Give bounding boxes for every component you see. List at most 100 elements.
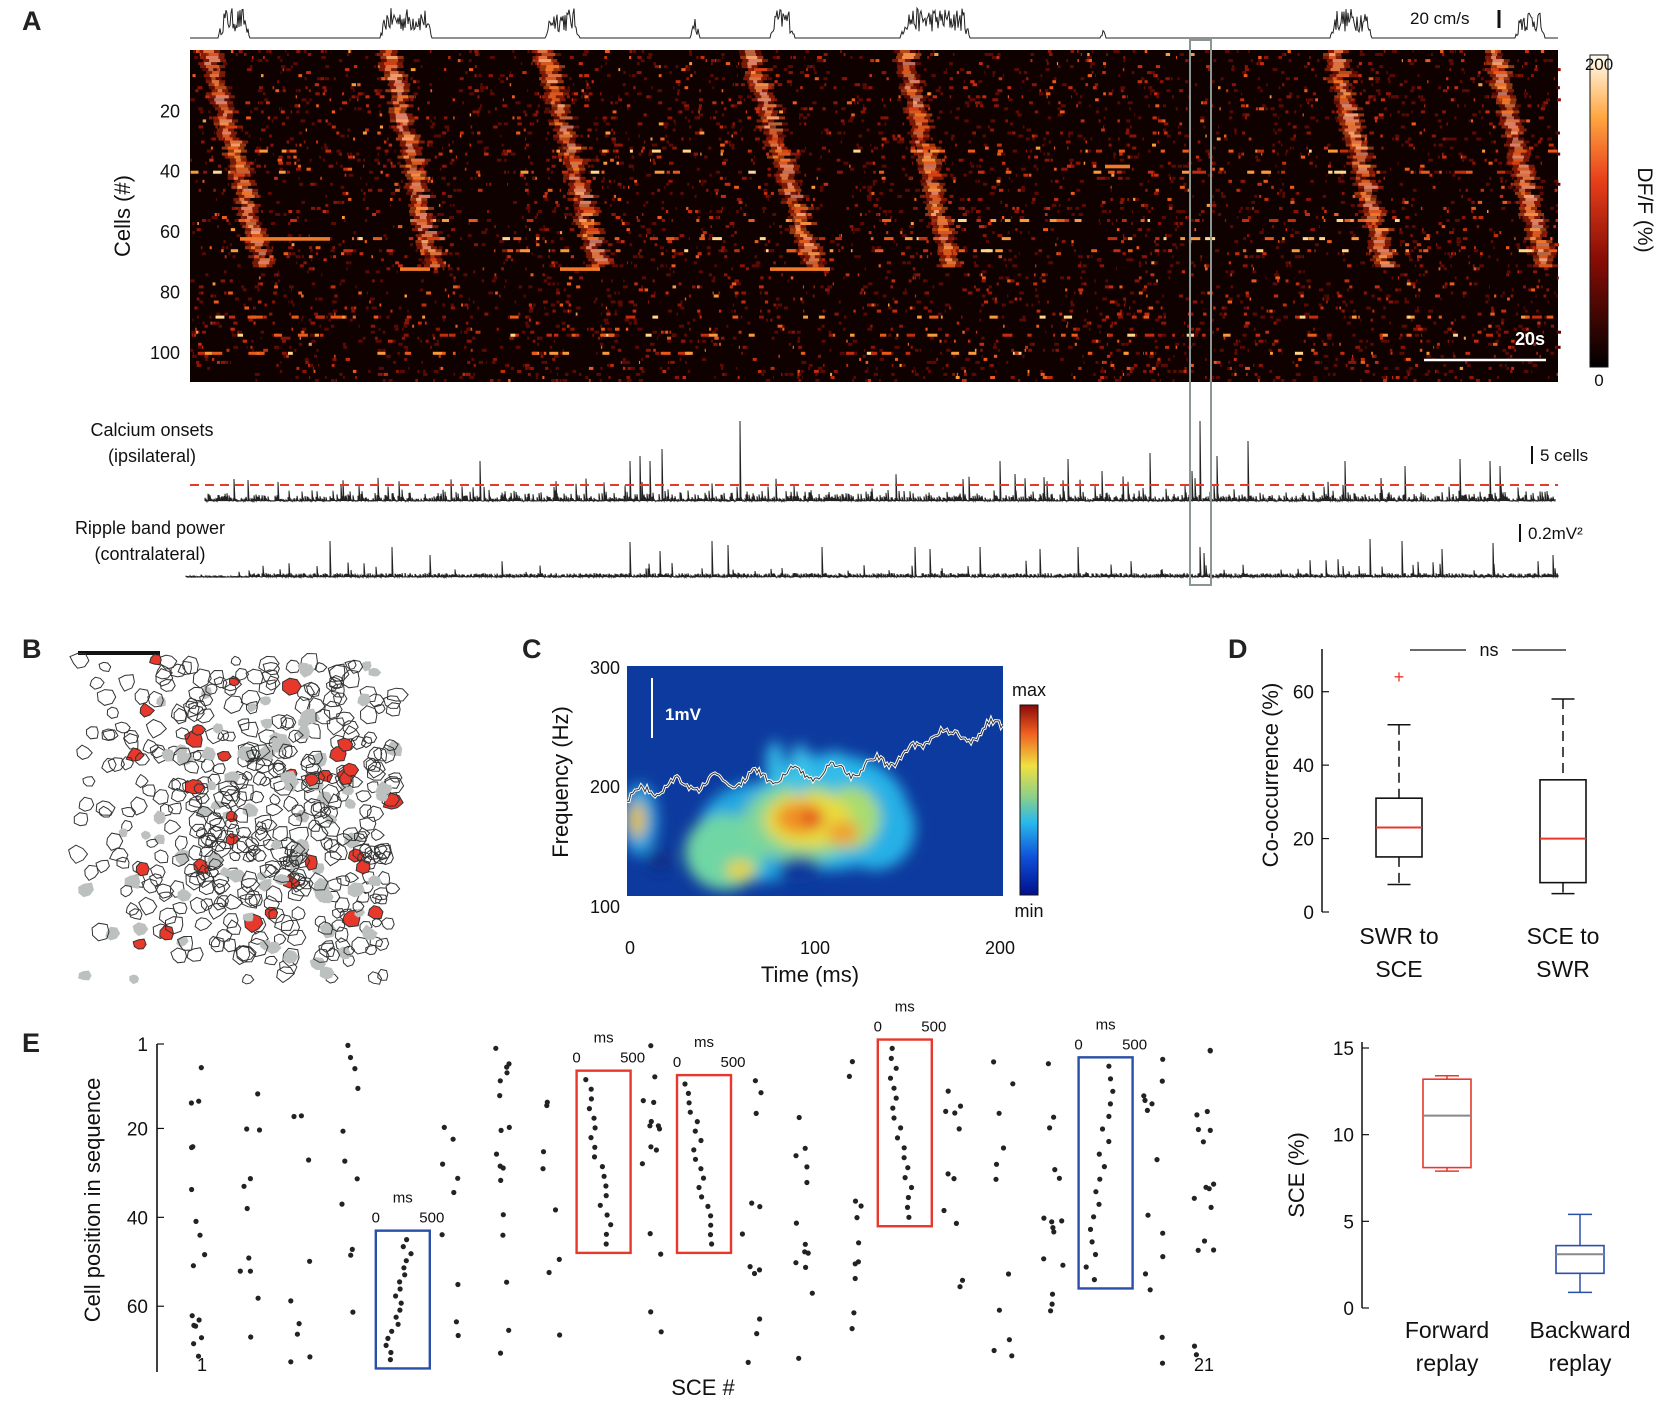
- ripple-power-trace: [185, 538, 1559, 579]
- window-unit-label: ms: [393, 1190, 413, 1207]
- cell-contour: [264, 955, 278, 966]
- sequence-dot: [1051, 1229, 1057, 1235]
- cell-contour: [326, 772, 341, 785]
- cell-contour: [142, 738, 160, 754]
- cell-contour: [73, 812, 89, 827]
- cell-contour: [319, 922, 337, 939]
- sequence-dot: [190, 1263, 196, 1269]
- cell-contour: [360, 736, 373, 749]
- window-start-label: 0: [572, 1050, 580, 1067]
- sequence-dot: [854, 1215, 860, 1221]
- category-label-0-1: replay: [1416, 1350, 1479, 1376]
- raster-ytick-40: 40: [160, 162, 180, 182]
- sequence-dot: [597, 1202, 603, 1208]
- cell-contour: [371, 918, 383, 928]
- cell-contour: [232, 807, 249, 823]
- sequence-dot: [583, 1077, 589, 1083]
- sequence-dot: [291, 1113, 297, 1120]
- sequence-dot: [805, 1250, 811, 1256]
- sequence-dot: [592, 1144, 598, 1150]
- sequence-dot: [191, 1341, 197, 1347]
- cell-contour: [280, 836, 299, 851]
- cell-contour: [118, 674, 135, 692]
- cell-contour: [158, 907, 178, 926]
- cell-contour: [270, 839, 282, 850]
- cell-contour: [379, 850, 394, 866]
- sequence-dot: [603, 1231, 610, 1237]
- cell-contour: [78, 882, 94, 898]
- cell-contour: [359, 842, 373, 858]
- sequence-dot: [849, 1326, 855, 1332]
- cell-contour: [327, 793, 342, 810]
- cell-contour: [101, 729, 119, 742]
- sequence-dot: [1099, 1126, 1106, 1132]
- cell-contour: [121, 806, 137, 818]
- cell-contour: [194, 917, 213, 932]
- cell-contour: [255, 821, 267, 836]
- cell-contour: [303, 798, 323, 817]
- sequence-dot: [588, 1096, 595, 1102]
- cell-contour: [375, 894, 388, 905]
- sequence-y-tick-label-40: 40: [127, 1208, 148, 1229]
- cell-contour: [276, 966, 295, 984]
- sequence-dot: [647, 1123, 653, 1129]
- sequence-dot: [540, 1166, 546, 1172]
- cell-contour: [257, 871, 268, 881]
- cell-contour: [337, 946, 351, 960]
- cell-contour: [130, 796, 148, 816]
- cell-contour: [308, 750, 324, 766]
- sequence-dot: [1195, 1126, 1201, 1133]
- cell-contour: [223, 695, 244, 714]
- cell-contour: [187, 704, 205, 723]
- cell-contour: [383, 739, 399, 752]
- cell-contour: [159, 678, 176, 692]
- spec-ylabel: Frequency (Hz): [548, 706, 573, 858]
- sequence-dot: [348, 1252, 354, 1258]
- sequence-xlabel: SCE #: [671, 1375, 735, 1400]
- sequence-dot: [1093, 1189, 1099, 1195]
- cell-contour: [226, 919, 242, 935]
- cell-contour: [212, 790, 234, 808]
- sequence-dot: [696, 1184, 702, 1191]
- sequence-dot: [1083, 1264, 1089, 1270]
- cell-contour: [265, 860, 282, 875]
- cell-contour: [377, 968, 389, 981]
- window-end-label: 500: [720, 1054, 745, 1071]
- sequence-dot: [888, 1055, 894, 1061]
- cell-contour: [200, 686, 212, 700]
- cell-contour: [216, 829, 235, 850]
- cell-contour: [222, 731, 236, 742]
- cell-contour: [149, 653, 162, 666]
- window-end-label: 500: [620, 1050, 645, 1067]
- cell-contour: [204, 865, 220, 878]
- cell-contour: [149, 864, 166, 879]
- sequence-dot: [1160, 1254, 1166, 1260]
- cell-contour: [123, 729, 140, 745]
- sequence-dot: [648, 1043, 654, 1049]
- sequence-dot: [307, 1354, 313, 1360]
- cell-contour: [258, 878, 272, 892]
- sequence-dot: [1049, 1301, 1055, 1307]
- onsets-label-line1: Calcium onsets: [90, 420, 213, 440]
- sequence-dot: [504, 1070, 510, 1076]
- category-label-0-0: SWR to: [1359, 923, 1438, 949]
- colorbar-label: DF/F (%): [1633, 167, 1656, 252]
- sequence-dot: [296, 1321, 302, 1327]
- sequence-dot: [756, 1267, 763, 1273]
- cell-contour: [331, 908, 345, 919]
- sequence-dot: [757, 1204, 763, 1210]
- sequence-dot: [1009, 1353, 1015, 1359]
- cell-contour: [120, 756, 134, 771]
- forward-replay-box: [675, 1073, 733, 1255]
- cell-contour: [242, 851, 255, 863]
- sequence-dot: [588, 1086, 594, 1092]
- sequence-dot: [991, 1059, 997, 1065]
- sequence-dot: [552, 1207, 559, 1213]
- sequence-dot: [739, 1231, 746, 1237]
- sequence-dot: [707, 1232, 714, 1238]
- cell-contour: [367, 971, 383, 985]
- cell-contour: [84, 864, 99, 882]
- sequence-dot: [506, 1124, 512, 1130]
- cell-contour: [368, 875, 382, 887]
- cell-contour: [280, 919, 301, 937]
